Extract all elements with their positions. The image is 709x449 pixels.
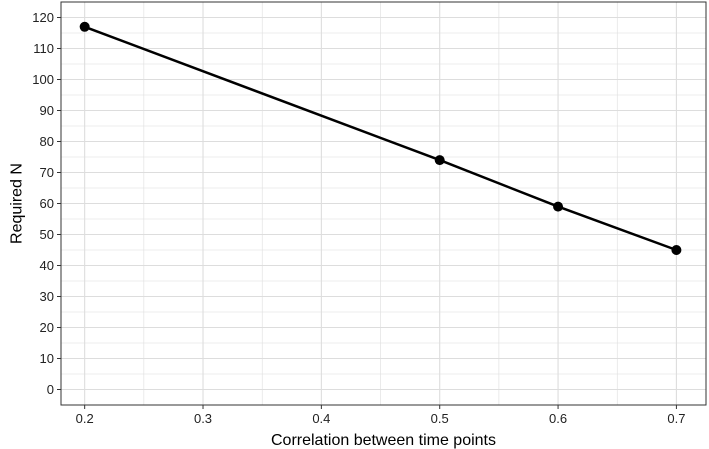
y-axis: 0 10 20 30 40 50 60 70 80 90 100 110 120: [32, 10, 61, 397]
y-axis-title: Required N: [9, 163, 26, 244]
x-tick-label: 0.5: [431, 411, 449, 426]
y-tick-label: 40: [40, 258, 54, 273]
major-gridlines: [61, 2, 706, 405]
y-tick-label: 120: [32, 10, 54, 25]
y-tick-label: 110: [33, 41, 54, 56]
data-point: [79, 21, 90, 32]
data-point: [671, 245, 682, 255]
y-tick-label: 50: [40, 227, 54, 242]
y-tick-label: 90: [40, 103, 54, 118]
y-tick-label: 10: [40, 351, 54, 366]
x-tick-label: 0.4: [312, 411, 330, 426]
x-axis-title: Correlation between time points: [271, 432, 496, 449]
y-tick-label: 70: [40, 165, 54, 180]
minor-gridlines: [61, 2, 706, 405]
y-tick-label: 0: [47, 382, 54, 397]
series-line: [84, 25, 677, 252]
x-tick-label: 0.6: [549, 411, 567, 426]
y-tick-label: 60: [40, 196, 54, 211]
y-tick-label: 100: [32, 72, 54, 87]
data-point: [553, 201, 564, 212]
data-point: [434, 155, 445, 166]
x-tick-label: 0.3: [194, 411, 212, 426]
y-tick-label: 80: [40, 134, 54, 149]
x-tick-label: 0.7: [667, 411, 685, 426]
x-tick-label: 0.2: [76, 411, 94, 426]
y-tick-label: 30: [40, 289, 54, 304]
data-series: [79, 21, 682, 255]
x-axis: 0.2 0.3 0.4 0.5 0.6 0.7: [76, 405, 685, 426]
y-tick-label: 20: [40, 320, 54, 335]
